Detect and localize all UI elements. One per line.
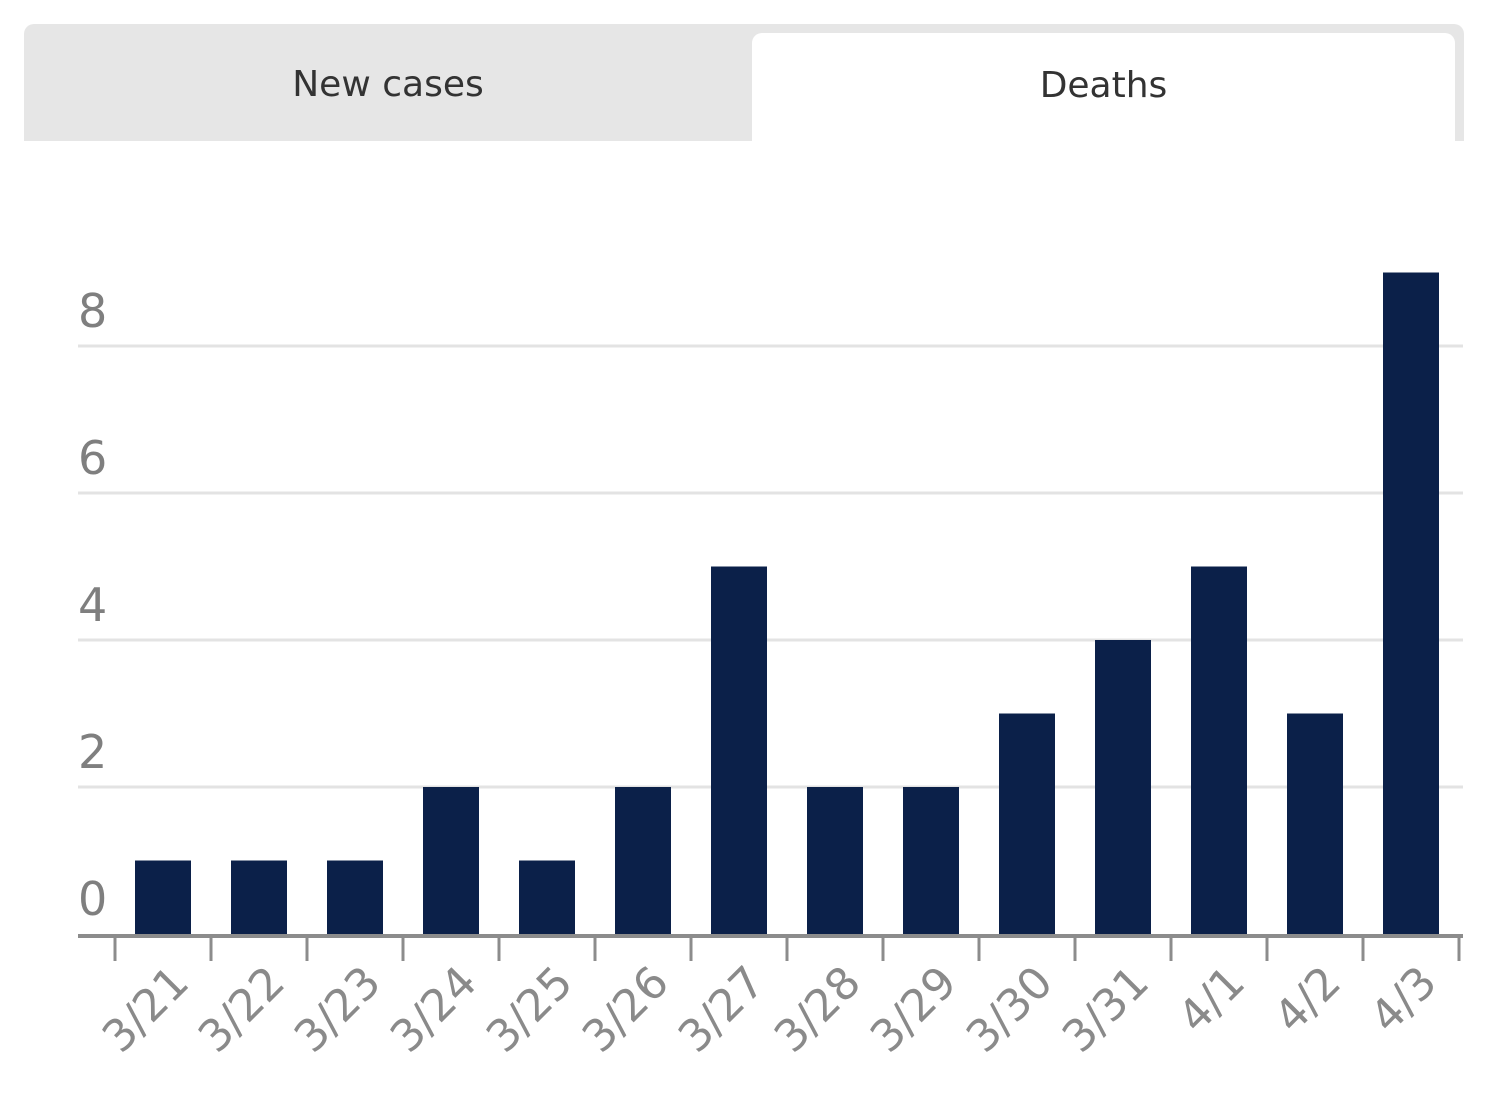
bar-3-27 — [711, 566, 767, 934]
x-tick-label: 3/31 — [1053, 957, 1159, 1063]
x-axis-ticks: 3/213/223/233/243/253/263/273/283/293/30… — [93, 957, 1447, 1063]
bars — [135, 272, 1439, 934]
tab-new-cases-label: New cases — [292, 64, 484, 105]
x-axis — [78, 934, 1463, 961]
bar-3-24 — [423, 787, 479, 934]
x-tick-label: 3/23 — [285, 957, 391, 1063]
y-tick-label: 6 — [78, 431, 107, 485]
bar-3-26 — [615, 787, 671, 934]
x-tick-label: 4/3 — [1361, 957, 1447, 1043]
x-tick-label: 3/25 — [477, 957, 583, 1063]
x-tick-label: 4/1 — [1169, 957, 1255, 1043]
y-tick-label: 4 — [78, 578, 107, 632]
bar-3-23 — [327, 860, 383, 934]
x-tick-label: 3/21 — [93, 957, 199, 1063]
tab-new-cases[interactable]: New cases — [24, 24, 752, 141]
y-tick-label: 2 — [78, 725, 107, 779]
bar-3-21 — [135, 860, 191, 934]
bar-4-1 — [1191, 566, 1247, 934]
y-tick-label: 8 — [78, 284, 107, 338]
grid-lines — [78, 344, 1463, 789]
bar-3-29 — [903, 787, 959, 934]
bar-3-28 — [807, 787, 863, 934]
bar-4-3 — [1383, 272, 1439, 934]
x-tick-label: 3/24 — [381, 957, 487, 1063]
x-tick-label: 3/28 — [765, 957, 871, 1063]
x-tick-label: 3/29 — [861, 957, 967, 1063]
x-tick-label: 3/30 — [957, 957, 1063, 1063]
tab-deaths-label: Deaths — [1039, 64, 1168, 106]
y-axis-ticks: 0 2 4 6 8 — [78, 284, 107, 926]
bar-3-25 — [519, 860, 575, 934]
chart-tabs: New cases Deaths — [24, 24, 1464, 141]
bar-3-22 — [231, 860, 287, 934]
tab-deaths[interactable]: Deaths — [752, 33, 1455, 141]
bar-3-31 — [1095, 640, 1151, 934]
x-tick-label: 3/27 — [669, 957, 775, 1063]
x-tick-label: 3/22 — [189, 957, 295, 1063]
bar-3-30 — [999, 713, 1055, 934]
y-tick-label: 0 — [78, 872, 107, 926]
x-tick-label: 3/26 — [573, 957, 679, 1063]
x-tick-label: 4/2 — [1265, 957, 1351, 1043]
bar-4-2 — [1287, 713, 1343, 934]
